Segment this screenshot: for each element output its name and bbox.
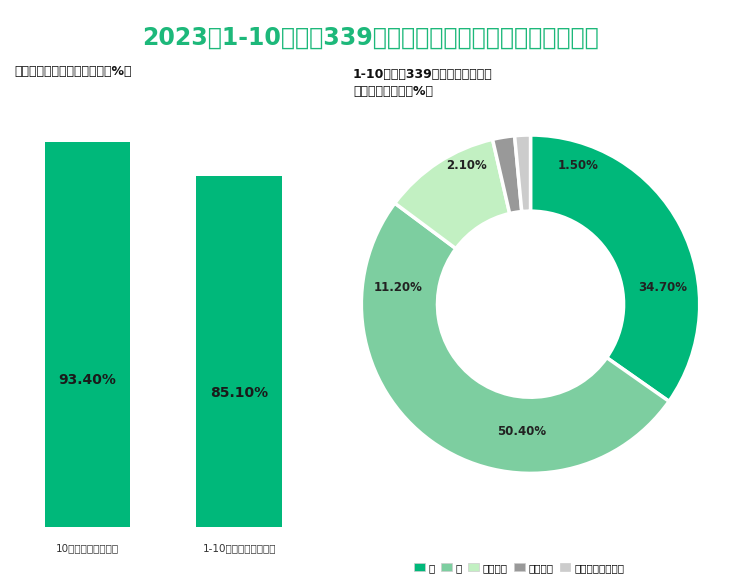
Text: 50.40%: 50.40% <box>497 425 547 438</box>
Bar <box>196 176 282 526</box>
Text: 10月地级及以上城市: 10月地级及以上城市 <box>56 543 119 553</box>
Bar <box>45 142 131 526</box>
Text: 平均空气质量优良天数比例（%）: 平均空气质量优良天数比例（%） <box>15 65 132 78</box>
Wedge shape <box>395 139 510 249</box>
Text: 1-10月地级及以上城市: 1-10月地级及以上城市 <box>203 543 276 553</box>
Legend: 优, 良, 轻度污染, 中度污染, 重度（严重）污染: 优, 良, 轻度污染, 中度污染, 重度（严重）污染 <box>410 559 628 577</box>
Text: 2.10%: 2.10% <box>446 159 487 172</box>
Text: 93.40%: 93.40% <box>59 373 116 387</box>
Wedge shape <box>361 203 669 473</box>
Wedge shape <box>493 136 522 214</box>
Text: 85.10%: 85.10% <box>210 386 268 400</box>
Text: 1-10月全国339个地级及以上城市
各级别天数比例（%）: 1-10月全国339个地级及以上城市 各级别天数比例（%） <box>353 68 493 98</box>
Text: 2023年1-10月全国339个地级及以上城市平均空气质量情况: 2023年1-10月全国339个地级及以上城市平均空气质量情况 <box>142 26 600 50</box>
Wedge shape <box>515 135 531 212</box>
Text: 1.50%: 1.50% <box>557 159 598 172</box>
Text: 11.20%: 11.20% <box>374 281 423 294</box>
Wedge shape <box>531 135 700 401</box>
Text: 34.70%: 34.70% <box>638 281 687 294</box>
